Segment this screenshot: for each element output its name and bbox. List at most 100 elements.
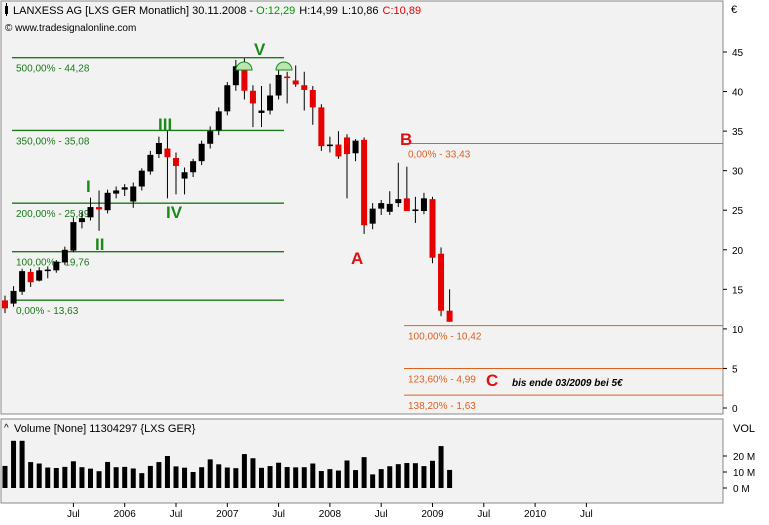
- price-tick-label-3: 15: [732, 285, 744, 296]
- candle-body-5: [44, 269, 51, 272]
- fib-left-label-2: 200,00% - 25,89: [16, 209, 90, 220]
- candle-body-1: [10, 290, 17, 304]
- candle-body-18: [155, 142, 162, 155]
- volume-bar-20: [173, 466, 179, 488]
- wave-label-ii: II: [95, 235, 104, 254]
- x-tick-label-10: Jul: [580, 509, 593, 520]
- volume-bar-37: [318, 471, 324, 488]
- fib-left-label-0: 500,00% - 44,28: [16, 64, 90, 75]
- candle-body-34: [292, 80, 299, 85]
- volume-bar-50: [430, 460, 435, 488]
- x-tick-label-7: 2009: [421, 509, 444, 520]
- volume-bar-43: [370, 474, 376, 488]
- fib-right-label-3: 138,20% - 1,63: [408, 401, 476, 412]
- volume-title: Volume [None] 11304297 {LXS GER}: [14, 423, 196, 435]
- candle-body-22: [190, 161, 197, 173]
- candle-body-32: [275, 74, 282, 96]
- x-tick-label-8: Jul: [477, 509, 490, 520]
- candle-body-8: [70, 222, 77, 251]
- fib-left-label-4: 0,00% - 13,63: [16, 306, 79, 317]
- price-tick-label-7: 35: [732, 127, 744, 138]
- volume-bar-31: [267, 466, 273, 488]
- volume-bar-11: [96, 471, 102, 488]
- candle-body-16: [138, 170, 145, 187]
- volume-bar-33: [284, 467, 290, 488]
- header-close: C:10,89: [383, 5, 422, 17]
- volume-bar-21: [182, 467, 188, 488]
- candle-body-31: [267, 95, 274, 111]
- candle-body-47: [403, 198, 410, 212]
- volume-bar-40: [344, 460, 350, 488]
- candle-body-12: [104, 192, 111, 211]
- candle-body-20: [173, 158, 179, 166]
- volume-bar-8: [70, 461, 76, 488]
- volume-bar-42: [361, 457, 367, 488]
- x-tick-label-0: Jul: [67, 509, 80, 520]
- candle-body-13: [113, 190, 120, 194]
- volume-bars: [2, 440, 453, 488]
- volume-bar-26: [224, 467, 230, 488]
- price-tick-label-8: 40: [732, 88, 744, 99]
- chart-header: LANXESS AG [LXS GER Monatlich] 30.11.200…: [5, 3, 737, 34]
- volume-header: ^ Volume [None] 11304297 {LXS GER} VOL: [4, 423, 755, 435]
- volume-bar-14: [122, 466, 128, 488]
- wave-label-iii: III: [158, 115, 172, 134]
- volume-bar-39: [335, 470, 341, 488]
- volume-bar-29: [250, 458, 256, 488]
- x-tick-label-2: Jul: [170, 509, 183, 520]
- volume-bar-19: [164, 456, 170, 488]
- axes: 0 5 10 15 20 25 30 35 40 45 20 M 10 M 0 M Jul 2006 Jul 2…: [67, 48, 755, 520]
- candle-body-27: [232, 66, 239, 86]
- x-tick-label-4: Jul: [272, 509, 285, 520]
- header-open: O:12,29: [256, 5, 295, 17]
- x-tick-label-1: 2006: [114, 509, 137, 520]
- candle-body-26: [224, 85, 231, 112]
- candle-body-36: [309, 89, 316, 108]
- volume-bar-44: [378, 469, 384, 488]
- volume-bar-5: [45, 467, 51, 488]
- wave-annotations: I II III IV V A B C bis ende 03/2009 bei…: [86, 40, 623, 390]
- candle-body-51: [438, 253, 445, 311]
- x-tick-label-6: Jul: [375, 509, 388, 520]
- candle-body-14: [121, 187, 128, 190]
- volume-bar-46: [395, 464, 401, 488]
- candle-body-45: [386, 203, 393, 212]
- fib-right-label-0: 0,00% - 33,43: [408, 150, 471, 161]
- candle-body-3: [27, 271, 34, 283]
- x-tick-label-3: 2007: [216, 509, 239, 520]
- volume-bar-51: [438, 446, 444, 488]
- volume-bar-12: [105, 461, 111, 488]
- candle-body-48: [412, 209, 419, 212]
- volume-bar-18: [156, 462, 162, 488]
- fib-lines: 500,00% - 44,28 350,00% - 35,08 200,00% - …: [12, 56, 723, 412]
- volume-bar-15: [130, 468, 136, 488]
- top-marker-2: [275, 61, 293, 71]
- candle-body-44: [378, 203, 385, 209]
- volume-bar-52: [447, 469, 453, 488]
- volume-tick-label-2: 0 M: [733, 484, 750, 495]
- candle-body-6: [53, 261, 60, 271]
- candle-body-24: [207, 131, 214, 144]
- wave-label-iv: IV: [166, 203, 183, 222]
- price-tick-label-4: 20: [732, 246, 744, 257]
- candle-body-33: [284, 76, 291, 79]
- volume-bar-36: [310, 463, 316, 488]
- candles: [2, 58, 453, 322]
- volume-bar-23: [199, 467, 205, 488]
- candle-body-9: [78, 218, 85, 223]
- volume-bar-2: [19, 440, 25, 488]
- volume-axis-title: VOL: [733, 423, 755, 435]
- wave-label-c: C: [486, 371, 498, 390]
- price-tick-label-1: 5: [732, 364, 738, 375]
- candle-body-30: [258, 110, 265, 113]
- volume-bar-7: [62, 466, 68, 488]
- volume-bar-30: [259, 467, 264, 488]
- candle-body-46: [395, 199, 402, 204]
- volume-bar-6: [53, 468, 59, 488]
- fib-right-label-2: 123,60% - 4,99: [408, 375, 476, 386]
- volume-bar-41: [353, 470, 359, 488]
- candle-body-37: [318, 107, 325, 147]
- candle-body-42: [361, 139, 368, 226]
- candle-body-43: [369, 208, 376, 224]
- source-label: © www.tradesignalonline.com: [5, 23, 136, 34]
